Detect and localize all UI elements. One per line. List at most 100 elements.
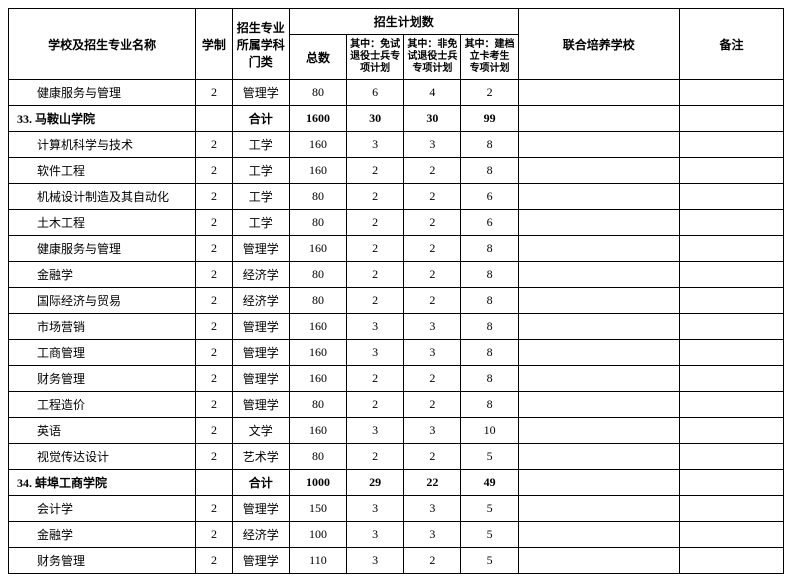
total-cell: 1000: [289, 470, 346, 496]
subplan-cell: 2: [404, 262, 461, 288]
major-name-cell: 工商管理: [9, 340, 196, 366]
major-name-cell: 国际经济与贸易: [9, 288, 196, 314]
table-row: 计算机科学与技术2工学160338: [9, 132, 784, 158]
xuezhi-cell: 2: [196, 132, 232, 158]
xuezhi-cell: 2: [196, 340, 232, 366]
joint-cell: [518, 522, 679, 548]
menlei-cell: 管理学: [232, 366, 289, 392]
joint-cell: [518, 262, 679, 288]
table-row: 健康服务与管理2管理学160228: [9, 236, 784, 262]
total-cell: 160: [289, 314, 346, 340]
total-cell: 80: [289, 392, 346, 418]
xuezhi-cell: [196, 106, 232, 132]
remark-cell: [679, 366, 783, 392]
remark-cell: [679, 444, 783, 470]
total-cell: 160: [289, 158, 346, 184]
menlei-cell: 经济学: [232, 262, 289, 288]
header-menlei: 招生专业所属学科门类: [232, 9, 289, 80]
subplan-cell: 2: [347, 158, 404, 184]
subplan-cell: 3: [404, 522, 461, 548]
major-name-cell: 工程造价: [9, 392, 196, 418]
table-row: 英语2文学1603310: [9, 418, 784, 444]
xuezhi-cell: 2: [196, 366, 232, 392]
subplan-cell: 5: [461, 548, 518, 574]
menlei-cell: 管理学: [232, 80, 289, 106]
subplan-cell: 29: [347, 470, 404, 496]
joint-cell: [518, 548, 679, 574]
subplan-cell: 8: [461, 392, 518, 418]
school-name-cell: 33. 马鞍山学院: [9, 106, 196, 132]
total-cell: 100: [289, 522, 346, 548]
table-row: 视觉传达设计2艺术学80225: [9, 444, 784, 470]
school-name-cell: 34. 蚌埠工商学院: [9, 470, 196, 496]
table-row: 土木工程2工学80226: [9, 210, 784, 236]
remark-cell: [679, 522, 783, 548]
header-sub2: 其中：非免试退役士兵专项计划: [404, 35, 461, 80]
remark-cell: [679, 80, 783, 106]
remark-cell: [679, 262, 783, 288]
major-name-cell: 金融学: [9, 522, 196, 548]
subplan-cell: 2: [347, 210, 404, 236]
remark-cell: [679, 288, 783, 314]
remark-cell: [679, 210, 783, 236]
total-cell: 80: [289, 80, 346, 106]
remark-cell: [679, 158, 783, 184]
menlei-cell: 文学: [232, 418, 289, 444]
remark-cell: [679, 548, 783, 574]
remark-cell: [679, 236, 783, 262]
table-row: 财务管理2管理学110325: [9, 548, 784, 574]
xuezhi-cell: 2: [196, 418, 232, 444]
subplan-cell: 2: [347, 236, 404, 262]
table-row: 金融学2经济学80228: [9, 262, 784, 288]
header-sub3: 其中：建档立卡考生专项计划: [461, 35, 518, 80]
header-plan-group: 招生计划数: [289, 9, 518, 35]
subplan-cell: 2: [404, 444, 461, 470]
xuezhi-cell: 2: [196, 314, 232, 340]
subplan-cell: 2: [347, 366, 404, 392]
remark-cell: [679, 314, 783, 340]
total-cell: 160: [289, 366, 346, 392]
joint-cell: [518, 418, 679, 444]
major-name-cell: 英语: [9, 418, 196, 444]
enrollment-table: 学校及招生专业名称 学制 招生专业所属学科门类 招生计划数 联合培养学校 备注 …: [8, 8, 784, 574]
table-row: 机械设计制造及其自动化2工学80226: [9, 184, 784, 210]
table-row: 金融学2经济学100335: [9, 522, 784, 548]
subplan-cell: 3: [404, 418, 461, 444]
subplan-cell: 3: [404, 132, 461, 158]
joint-cell: [518, 392, 679, 418]
remark-cell: [679, 470, 783, 496]
joint-cell: [518, 288, 679, 314]
xuezhi-cell: 2: [196, 236, 232, 262]
subplan-cell: 3: [347, 314, 404, 340]
table-row: 工程造价2管理学80228: [9, 392, 784, 418]
subplan-cell: 30: [347, 106, 404, 132]
menlei-cell: 工学: [232, 158, 289, 184]
remark-cell: [679, 184, 783, 210]
subplan-cell: 3: [404, 314, 461, 340]
joint-cell: [518, 158, 679, 184]
menlei-cell: 管理学: [232, 340, 289, 366]
subplan-cell: 4: [404, 80, 461, 106]
subplan-cell: 2: [404, 158, 461, 184]
subplan-cell: 2: [461, 80, 518, 106]
header-name: 学校及招生专业名称: [9, 9, 196, 80]
joint-cell: [518, 184, 679, 210]
subplan-cell: 49: [461, 470, 518, 496]
menlei-cell: 管理学: [232, 314, 289, 340]
subplan-cell: 8: [461, 340, 518, 366]
table-header: 学校及招生专业名称 学制 招生专业所属学科门类 招生计划数 联合培养学校 备注 …: [9, 9, 784, 80]
xuezhi-cell: 2: [196, 522, 232, 548]
major-name-cell: 计算机科学与技术: [9, 132, 196, 158]
table-row: 国际经济与贸易2经济学80228: [9, 288, 784, 314]
table-body: 健康服务与管理2管理学8064233. 马鞍山学院合计1600303099计算机…: [9, 80, 784, 574]
subplan-cell: 8: [461, 262, 518, 288]
menlei-cell: 工学: [232, 210, 289, 236]
menlei-cell: 经济学: [232, 522, 289, 548]
subplan-cell: 2: [347, 392, 404, 418]
menlei-cell: 合计: [232, 470, 289, 496]
xuezhi-cell: 2: [196, 392, 232, 418]
subplan-cell: 30: [404, 106, 461, 132]
subplan-cell: 6: [347, 80, 404, 106]
subplan-cell: 2: [404, 288, 461, 314]
joint-cell: [518, 444, 679, 470]
